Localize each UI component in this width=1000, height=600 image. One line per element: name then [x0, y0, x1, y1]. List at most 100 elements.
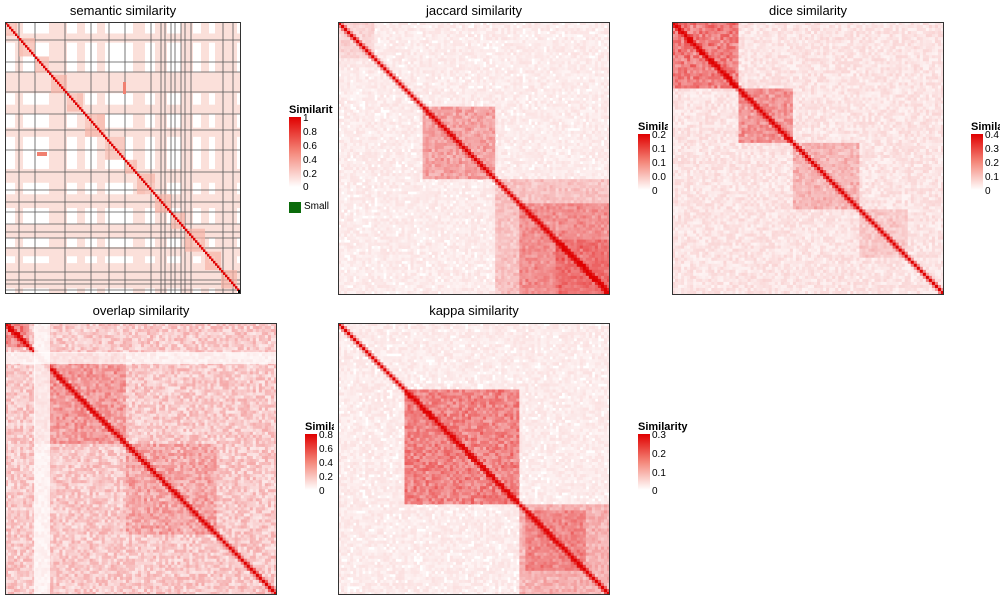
heatmap-cell: [594, 49, 599, 53]
heatmap-cell: [464, 97, 469, 101]
heatmap-cell: [564, 79, 569, 83]
heatmap-cell: [537, 70, 541, 74]
heatmap-cell: [341, 179, 345, 183]
heatmap-cell: [374, 194, 378, 198]
heatmap-cell: [519, 194, 523, 198]
heatmap-cell: [510, 34, 514, 38]
heatmap-cell: [425, 139, 430, 144]
heatmap-cell: [121, 155, 124, 158]
heatmap-cell: [513, 176, 517, 180]
heatmap-cell: [579, 151, 584, 156]
heatmap-cell: [594, 173, 599, 177]
heatmap-cell: [341, 197, 345, 201]
heatmap-cell: [353, 25, 357, 29]
heatmap-cell: [486, 109, 490, 114]
heatmap-cell: [474, 37, 478, 41]
heatmap-cell: [425, 133, 430, 138]
heatmap-cell: [461, 154, 466, 159]
heatmap-cell: [437, 103, 442, 108]
heatmap-cell: [467, 103, 472, 108]
heatmap-cell: [522, 145, 526, 150]
heatmap-cell: [606, 106, 610, 111]
heatmap-cell: [561, 76, 566, 80]
heatmap-cell: [606, 164, 610, 168]
heatmap-cell: [513, 25, 517, 29]
heatmap-cell: [549, 191, 553, 195]
heatmap-cell: [413, 94, 417, 98]
heatmap-cell: [606, 115, 610, 120]
heatmap-cell: [419, 91, 424, 95]
heatmap-cell: [588, 28, 593, 32]
heatmap-cell: [470, 43, 475, 47]
legend-semantic: Similarity 1 0.8 0.6 0.4 0.2 0 Small: [289, 104, 333, 214]
heatmap-cell: [489, 194, 493, 198]
heatmap-cell: [597, 94, 602, 98]
heatmap-cell: [470, 61, 475, 65]
heatmap-cell: [537, 49, 541, 53]
heatmap-cell: [455, 151, 460, 156]
heatmap-cell: [522, 55, 526, 59]
heatmap-cell: [404, 25, 408, 29]
heatmap-cell: [495, 91, 499, 95]
heatmap-cell: [498, 124, 502, 129]
heatmap-cell: [446, 142, 451, 147]
heatmap-cell: [455, 49, 460, 53]
heatmap-cell: [585, 191, 590, 195]
heatmap-cell: [606, 22, 610, 26]
heatmap-cell: [504, 182, 508, 186]
heatmap-cell: [362, 124, 366, 129]
heatmap-cell: [588, 194, 593, 198]
heatmap-cell: [443, 154, 448, 159]
heatmap-cell: [492, 130, 496, 135]
heatmap-cell: [434, 22, 439, 26]
heatmap-cell: [407, 154, 411, 159]
heatmap-cell: [199, 244, 202, 248]
heatmap-cell: [540, 22, 544, 26]
heatmap-cell: [413, 142, 417, 147]
heatmap-cell: [549, 49, 553, 53]
heatmap-cell: [558, 179, 563, 183]
heatmap-cell: [588, 40, 593, 44]
heatmap-cell: [501, 158, 505, 162]
heatmap-cell: [461, 127, 466, 132]
heatmap-cell: [386, 28, 390, 32]
heatmap-cell: [600, 97, 605, 101]
heatmap-cell: [477, 64, 481, 68]
heatmap-cell: [546, 167, 550, 171]
heatmap-cell: [362, 97, 366, 101]
heatmap-cell: [507, 64, 511, 68]
heatmap-cell: [537, 124, 541, 129]
heatmap-cell: [477, 118, 481, 123]
heatmap-cell: [380, 121, 384, 126]
heatmap-cell: [356, 179, 360, 183]
heatmap-cell: [407, 52, 411, 56]
heatmap-cell: [353, 67, 357, 71]
heatmap-cell: [573, 25, 578, 29]
heatmap-cell: [600, 79, 605, 83]
heatmap-cell: [371, 103, 375, 108]
heatmap-cell: [443, 58, 448, 62]
heatmap-cell: [558, 112, 563, 117]
heatmap-cell: [486, 70, 490, 74]
heatmap-cell: [507, 76, 511, 80]
heatmap-cell: [582, 194, 587, 198]
heatmap-cell: [540, 148, 544, 153]
heatmap-cell: [467, 46, 472, 50]
heatmap-cell: [461, 170, 466, 174]
heatmap-cell: [416, 148, 420, 153]
heatmap-cell: [492, 161, 496, 165]
heatmap-cell: [425, 100, 430, 104]
heatmap-cell: [546, 82, 550, 86]
heatmap-cell: [209, 256, 212, 259]
heatmap-cell: [528, 97, 532, 101]
heatmap-cell: [600, 91, 605, 95]
heatmap-cell: [401, 164, 405, 168]
heatmap-cell: [549, 185, 553, 189]
heatmap-cell: [504, 76, 508, 80]
heatmap-cell: [480, 124, 484, 129]
heatmap-cell: [398, 127, 402, 132]
heatmap-cell: [380, 31, 384, 35]
heatmap-cell: [573, 55, 578, 59]
heatmap-cell: [452, 148, 457, 153]
heatmap-cell: [359, 40, 363, 44]
